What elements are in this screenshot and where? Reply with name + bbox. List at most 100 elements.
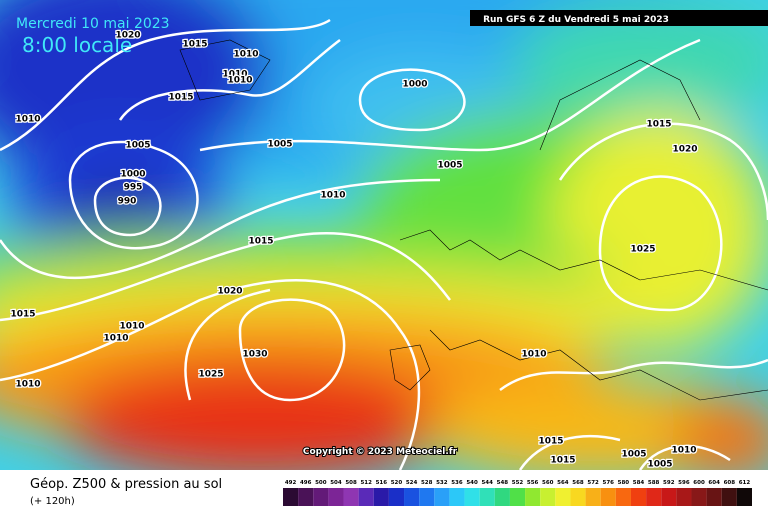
isobar-label: 1020 [672, 145, 697, 155]
legend-label: 512 [360, 480, 372, 486]
isobar-label: 1015 [646, 120, 671, 130]
geopotential-field [0, 0, 768, 470]
isobar-label: 1020 [115, 31, 140, 41]
coastlines [179, 39, 768, 401]
legend-swatch [721, 488, 737, 506]
legend-swatch [328, 488, 344, 506]
legend-label: 536 [451, 480, 463, 486]
legend-label: 568 [572, 480, 584, 486]
legend-label: 524 [406, 480, 418, 486]
legend-label: 564 [557, 480, 569, 486]
legend: 492 496 500 504 508 512 516 520 524 528 532 536 540 5… [283, 480, 752, 506]
isobar-label: 1010 [15, 115, 40, 125]
legend-label: 520 [391, 480, 403, 486]
legend-swatch [404, 488, 420, 506]
legend-label: 552 [512, 480, 524, 486]
legend-swatch [449, 488, 465, 506]
isobar-label: 1020 [217, 287, 242, 297]
isobar-label: 1000 [120, 170, 145, 180]
isobar-label: 1010 [227, 76, 252, 86]
legend-label: 592 [663, 480, 675, 486]
legend-label: 500 [315, 480, 327, 486]
legend-swatch [555, 488, 571, 506]
isobar-label: 1005 [621, 450, 646, 460]
isobar-label: 1010 [521, 350, 546, 360]
legend-label: 612 [739, 480, 751, 486]
legend-label: 504 [330, 480, 342, 486]
isobar-label: 1030 [242, 350, 267, 360]
isobar-label: 1015 [248, 237, 273, 247]
isobar-label: 1010 [233, 50, 258, 60]
isobar-label: 1015 [168, 93, 193, 103]
footer-title: Géop. Z500 & pression au sol [30, 477, 222, 492]
legend-label: 608 [724, 480, 736, 486]
legend-swatch [419, 488, 435, 506]
legend-swatch [388, 488, 405, 506]
isobar-label: 990 [118, 197, 137, 207]
legend-swatch [479, 488, 495, 506]
isobar-label: 995 [124, 183, 143, 193]
legend-swatch [373, 488, 389, 506]
legend-swatch [585, 488, 601, 506]
legend-swatch [646, 488, 662, 506]
legend-label: 572 [587, 480, 599, 486]
isobar-label: 1015 [182, 40, 207, 50]
legend-swatch [570, 488, 586, 506]
legend-swatch [313, 488, 329, 506]
copyright: Copyright © 2023 Meteociel.fr [303, 447, 458, 457]
isobar-label: 1000 [402, 80, 427, 90]
legend-label: 540 [466, 480, 478, 486]
legend-swatch [706, 488, 722, 506]
legend-swatch [736, 488, 752, 506]
legend-label: 604 [708, 480, 720, 486]
isobar-label: 1015 [10, 310, 35, 320]
legend-swatch [540, 488, 556, 506]
isobar-label: 1010 [119, 322, 144, 332]
run-banner [470, 10, 768, 26]
isobar-label: 1015 [550, 456, 575, 466]
legend-label: 516 [376, 480, 388, 486]
legend-swatch [358, 488, 374, 506]
legend-label: 584 [633, 480, 645, 486]
legend-label: 544 [481, 480, 493, 486]
legend-swatch [525, 488, 541, 506]
run-info: Run GFS 6 Z du Vendredi 5 mai 2023 [483, 15, 669, 25]
legend-label: 580 [618, 480, 630, 486]
legend-swatch [661, 488, 677, 506]
legend-label: 588 [648, 480, 660, 486]
legend-label: 532 [436, 480, 448, 486]
legend-swatch [464, 488, 480, 506]
isobar-label: 1005 [125, 141, 150, 151]
legend-label: 600 [693, 480, 705, 486]
isobar-label: 1015 [538, 437, 563, 447]
legend-swatch [676, 488, 692, 506]
isobar-label: 1005 [437, 161, 462, 171]
legend-swatch [343, 488, 359, 506]
legend-swatch [283, 488, 299, 506]
isobar-label: 1010 [15, 380, 40, 390]
legend-label: 548 [497, 480, 509, 486]
isobar-label: 1025 [198, 370, 223, 380]
legend-label: 576 [603, 480, 615, 486]
legend-label: 528 [421, 480, 433, 486]
legend-swatch [434, 488, 450, 506]
legend-label: 560 [542, 480, 554, 486]
legend-label: 556 [527, 480, 539, 486]
legend-label: 496 [300, 480, 312, 486]
isobar-label: 1005 [267, 140, 292, 150]
isobar-label: 1005 [647, 460, 672, 470]
legend-swatch [691, 488, 707, 506]
legend-label: 492 [285, 480, 297, 486]
isobar-label: 1025 [630, 245, 655, 255]
forecast-date: Mercredi 10 mai 2023 [16, 16, 170, 32]
footer-subtitle: (+ 120h) [30, 496, 75, 507]
legend-swatch [600, 488, 616, 506]
legend-swatch [494, 488, 510, 506]
isobars [0, 18, 768, 470]
forecast-time: 8:00 locale [22, 33, 132, 57]
isobar-label: 1010 [671, 446, 696, 456]
legend-swatch [630, 488, 647, 506]
isobar-label: 1010 [103, 334, 128, 344]
